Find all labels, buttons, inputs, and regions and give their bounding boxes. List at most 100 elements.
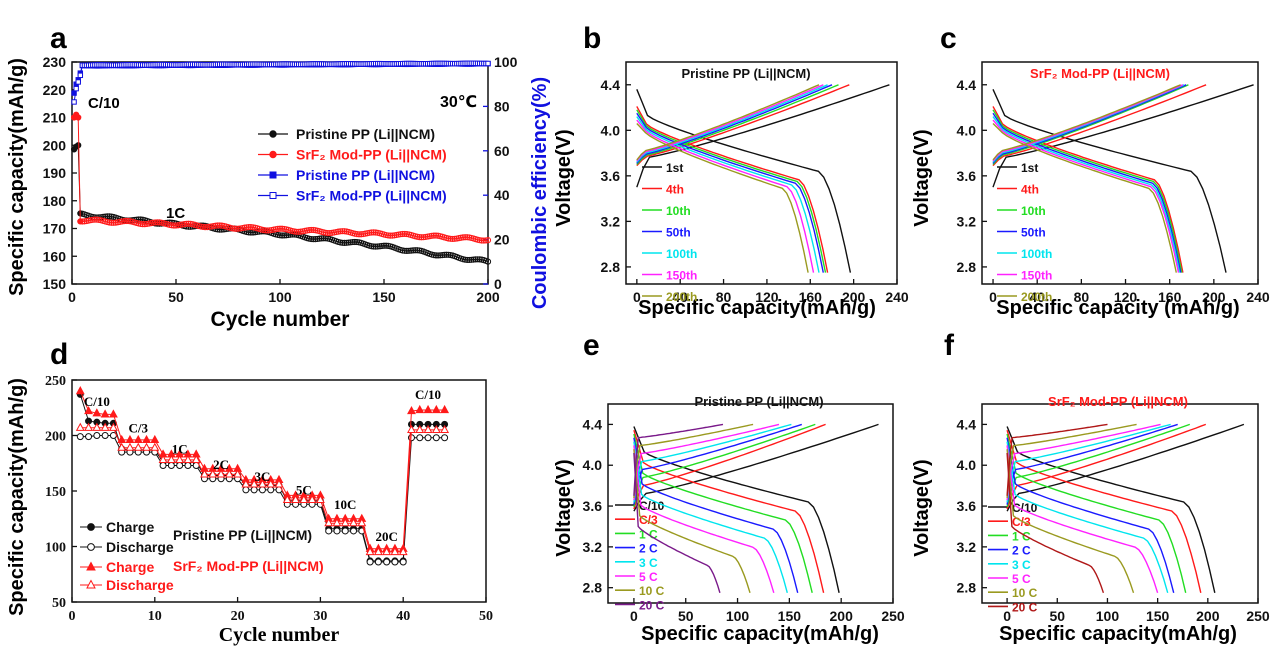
y-tick-label: 4.4 <box>583 416 603 432</box>
discharge-curve <box>992 119 1180 273</box>
rate-label: 2C <box>213 457 229 472</box>
y2-tick-label: 0 <box>494 276 502 292</box>
y-axis-label: Specific capacity(mAh/g) <box>6 58 28 296</box>
data-point <box>247 223 254 231</box>
y-axis-label: Voltage(V) <box>553 129 575 226</box>
legend-label: 5 C <box>1012 572 1031 586</box>
data-point <box>276 225 284 232</box>
x-axis-label: Specific capacity(mAh/g) <box>999 623 1237 645</box>
data-point <box>387 232 394 239</box>
y-tick-label: 3.2 <box>601 213 621 229</box>
legend-marker <box>87 543 95 551</box>
data-point <box>176 461 184 469</box>
data-point <box>476 237 483 244</box>
data-point <box>368 243 375 250</box>
charge-curve <box>1006 423 1171 503</box>
x-tick-label: 120 <box>1114 289 1138 305</box>
data-point <box>141 221 148 228</box>
data-point <box>441 251 448 259</box>
data-point <box>245 223 252 231</box>
data-point <box>415 424 425 434</box>
data-point <box>398 547 408 556</box>
data-point <box>202 224 209 231</box>
y-tick-label: 4.4 <box>601 77 621 93</box>
x-tick-label: 120 <box>755 289 779 305</box>
data-point <box>389 232 396 239</box>
data-point <box>470 256 477 263</box>
x-axis-label: Specific capacity (mAh/g) <box>996 297 1239 319</box>
data-point <box>382 242 390 249</box>
data-point <box>316 235 323 242</box>
data-point <box>71 99 77 105</box>
y2-axis-label: Coulombic efficiency(%) <box>529 77 551 309</box>
discharge-curve <box>633 437 799 593</box>
x-tick-label: 50 <box>1049 608 1065 624</box>
data-point <box>242 486 250 494</box>
annotation-temperature: 30℃ <box>440 94 477 111</box>
data-point <box>282 494 292 503</box>
legend-label: 50th <box>1021 226 1046 240</box>
data-point <box>484 237 492 244</box>
data-point <box>339 228 346 235</box>
data-point <box>340 518 350 527</box>
charge-curve <box>992 84 1207 167</box>
data-point <box>485 60 491 67</box>
data-point <box>310 236 317 243</box>
data-point <box>257 479 267 488</box>
x-tick-label: 150 <box>778 608 802 624</box>
y-axis-label: Voltage(V) <box>911 129 933 226</box>
charge-curve <box>633 423 780 501</box>
charge-curve <box>636 84 820 161</box>
data-point <box>308 235 315 243</box>
data-point <box>337 228 344 235</box>
data-point <box>407 424 416 434</box>
data-point <box>349 518 358 527</box>
data-point <box>391 558 399 566</box>
y-tick-label: 2.8 <box>957 580 977 596</box>
data-point <box>399 230 406 238</box>
charge-curve <box>636 84 833 164</box>
y-tick-label: 3.6 <box>957 168 977 184</box>
legend-marker <box>86 579 96 589</box>
data-point <box>341 527 349 535</box>
rate-label: C/10 <box>84 394 110 409</box>
data-point <box>351 238 358 246</box>
y-tick-label: 170 <box>43 221 67 237</box>
charge-curve <box>992 84 1189 165</box>
data-point <box>380 242 388 249</box>
data-point <box>152 219 159 226</box>
data-point <box>437 252 444 259</box>
data-point <box>142 442 151 451</box>
annotation-rate: 1C <box>166 205 185 222</box>
legend-label: 1st <box>666 161 683 175</box>
legend-label: 10 C <box>639 584 665 598</box>
data-point <box>464 256 471 264</box>
charge-curve <box>1006 423 1191 507</box>
data-point <box>125 434 135 444</box>
data-point <box>84 422 94 431</box>
data-point <box>175 454 185 464</box>
data-point <box>390 547 400 556</box>
data-point <box>172 222 180 229</box>
data-point <box>156 219 163 226</box>
panel-b: b 0 40 80 120 160 200 240 2.8 3.2 3.6 4.0 4.4 Specifi… <box>553 22 909 319</box>
data-point <box>472 256 479 263</box>
discharge-curve <box>1006 441 1169 593</box>
y-tick-label: 4.4 <box>957 416 977 432</box>
discharge-curve <box>633 441 788 593</box>
data-point <box>310 226 317 234</box>
data-point <box>397 231 404 238</box>
discharge-curve <box>636 89 852 273</box>
data-point <box>445 251 452 258</box>
data-point <box>200 469 209 478</box>
data-point <box>167 461 175 469</box>
data-point <box>91 216 98 223</box>
data-point <box>191 454 201 464</box>
legend-label: 200th <box>1021 290 1052 304</box>
discharge-curve <box>633 452 721 594</box>
data-point <box>312 236 319 243</box>
data-point <box>432 232 440 239</box>
data-point <box>170 222 178 229</box>
panel-e: e 0 50 100 150 200 250 2.8 3.2 3.6 4.0 4.4 Specific … <box>553 329 905 645</box>
data-point <box>166 454 176 464</box>
